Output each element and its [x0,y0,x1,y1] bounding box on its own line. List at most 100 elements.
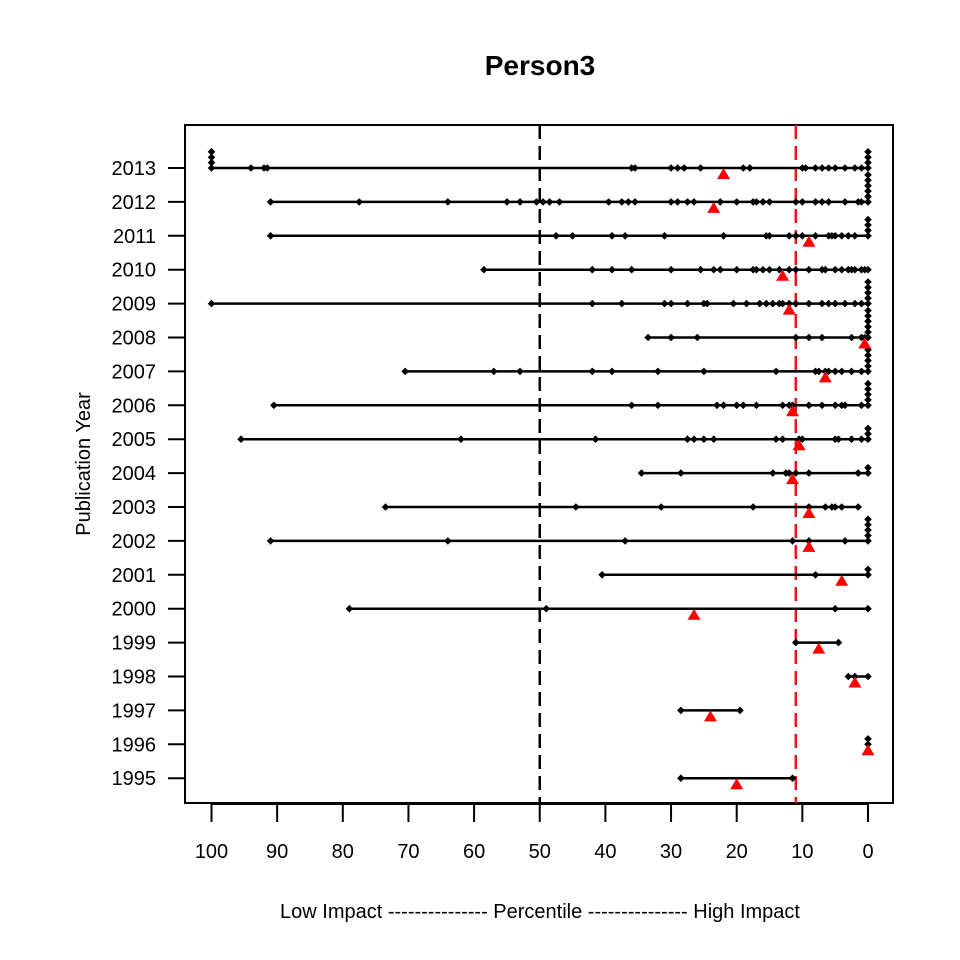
data-point [207,164,216,172]
x-tick-label: 20 [726,841,748,863]
mean-marker-2002 [802,540,816,552]
y-tick-label: 2010 [112,260,157,282]
data-point [654,367,662,376]
data-point [805,401,813,410]
y-tick-label: 2011 [113,226,156,248]
data-point [844,672,853,681]
data-point [489,367,498,376]
year-row-2013 [207,148,872,172]
data-point [765,198,774,206]
data-point [739,164,748,172]
data-point [847,435,856,443]
data-point [270,401,278,410]
data-point [831,265,839,274]
data-point [667,299,675,308]
data-point [598,571,606,579]
data-point [811,164,820,172]
data-point [769,299,777,308]
data-point [841,401,849,410]
data-point [864,171,872,179]
data-point [805,537,813,545]
y-tick-label: 1999 [112,633,157,655]
data-point [480,265,488,274]
data-point [732,198,741,206]
data-point [864,526,872,534]
data-point [805,333,813,342]
data-point [864,306,872,315]
data-point [791,469,800,477]
data-point [805,469,813,477]
data-point [627,265,636,274]
chart-title: Person3 [485,50,596,81]
data-point [644,333,652,342]
data-point [864,401,872,410]
data-point [660,299,669,308]
x-tick-label: 100 [195,841,228,863]
mean-marker-2001 [835,574,849,586]
data-point [791,333,800,342]
data-point [851,164,859,172]
data-point [775,265,784,274]
data-point [769,469,777,477]
data-point [588,265,597,274]
mean-marker-2013 [717,168,731,179]
data-point [719,232,728,240]
x-tick-label: 80 [332,841,354,863]
data-point [207,153,216,161]
year-row-2010 [480,265,872,274]
data-point [864,515,872,524]
data-point [618,299,626,308]
data-point [752,401,761,410]
data-point [759,198,767,206]
data-point [693,333,702,342]
data-point [864,571,872,579]
data-point [690,198,698,206]
data-point [805,503,813,511]
data-point [864,187,872,195]
data-point [864,537,872,545]
mean-marker-2004 [786,473,800,485]
data-point [831,503,839,511]
data-point [864,672,872,681]
reference-lines [538,125,798,803]
data-point [785,299,794,308]
y-tick-label: 2002 [112,531,157,553]
data-point [631,198,639,206]
data-point [207,158,216,167]
data-point [683,299,692,308]
data-point [864,192,872,201]
data-point [263,164,272,172]
data-point [821,503,830,511]
data-point [608,367,616,376]
data-point [746,164,754,172]
data-point [673,198,682,206]
data-point [811,571,820,579]
year-row-2012 [266,171,872,206]
data-point [716,265,725,274]
data-point [864,435,872,443]
data-point [847,367,856,376]
data-point [864,379,872,388]
data-point [762,299,771,308]
data-point [624,198,633,206]
data-point [729,299,738,308]
data-point [864,158,872,167]
data-point [864,385,872,393]
data-point [864,346,872,354]
y-tick-label: 2000 [112,599,157,621]
data-point [831,299,839,308]
year-row-2005 [237,424,872,443]
data-point [834,435,843,443]
data-point [864,469,872,477]
data-point [864,299,872,308]
data-point [627,401,636,410]
year-row-2008 [644,306,872,342]
data-point [772,435,780,443]
data-point [824,299,833,308]
data-point [732,265,741,274]
data-point [841,299,849,308]
data-point [709,265,718,274]
data-point [841,164,849,172]
data-point [814,367,823,376]
mean-marker-2010 [776,269,790,281]
